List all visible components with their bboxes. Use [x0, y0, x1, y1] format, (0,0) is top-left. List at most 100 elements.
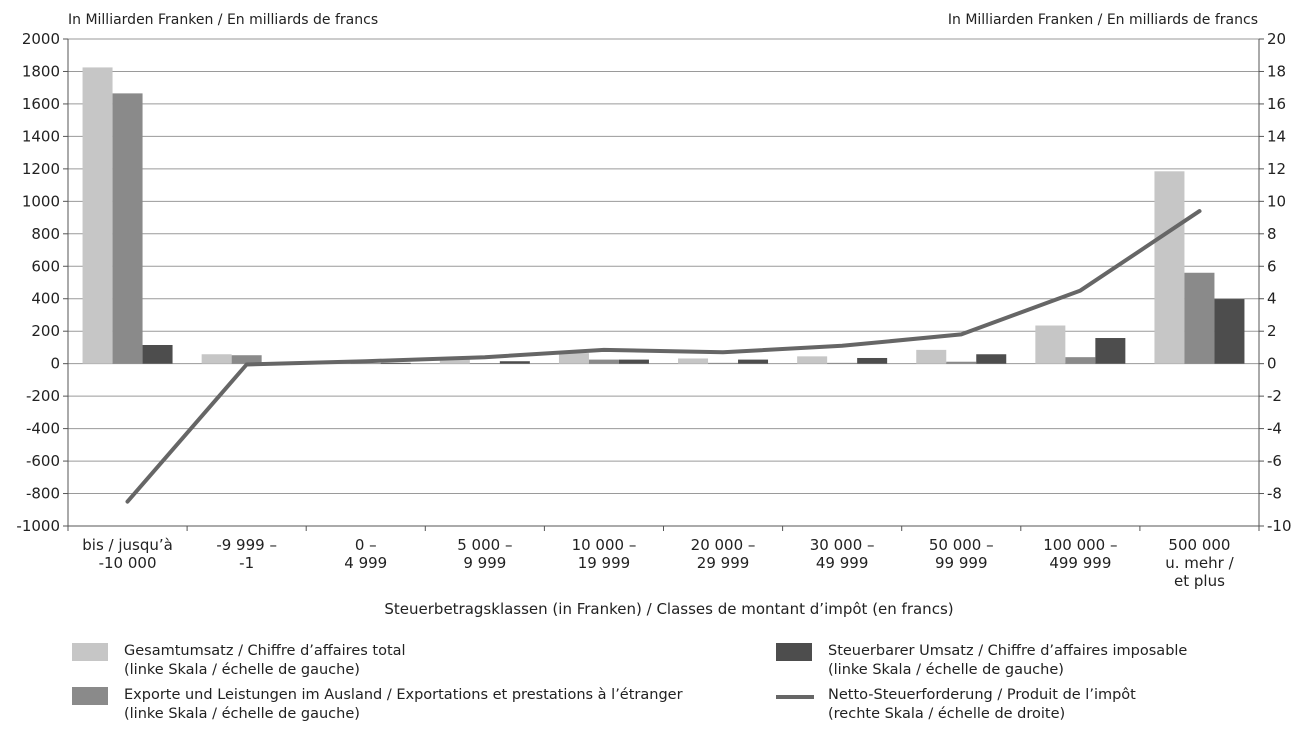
- line-point: [483, 355, 487, 359]
- y-left-tick-label: 0: [50, 355, 60, 373]
- bar: [857, 357, 888, 364]
- axes-group: 2000180016001400120010008006004002000-20…: [16, 30, 1291, 590]
- x-category-label-line: 49 999: [816, 554, 869, 572]
- bar: [1035, 325, 1066, 364]
- bar: [558, 353, 589, 364]
- line-point: [959, 332, 963, 336]
- bar: [1065, 357, 1096, 364]
- bar: [708, 362, 739, 364]
- bar: [231, 355, 262, 364]
- bar: [112, 93, 143, 364]
- y-left-tick-label: -200: [26, 387, 60, 405]
- bar: [1184, 272, 1215, 364]
- legend-label: Gesamtumsatz / Chiffre d’affaires total: [124, 643, 406, 659]
- x-category-label-line: 99 999: [935, 554, 988, 572]
- line-point: [1197, 209, 1201, 213]
- chart-svg: 2000180016001400120010008006004002000-20…: [16, 12, 1291, 618]
- x-category-label-line: 50 000 –: [929, 536, 994, 554]
- x-category-label: -9 999 – -1: [216, 536, 277, 572]
- bar: [201, 354, 232, 364]
- x-category-label-line: et plus: [1174, 572, 1225, 590]
- line-point: [840, 344, 844, 348]
- bar: [827, 362, 858, 364]
- x-category-label: 0 –4 999: [344, 536, 387, 572]
- x-category-label: 5 000 –9 999: [457, 536, 512, 572]
- x-category-label-line: 0 –: [355, 536, 377, 554]
- x-category-label-line: 30 000 –: [810, 536, 875, 554]
- y-left-tick-label: 1600: [22, 95, 60, 113]
- legend-sublabel: (linke Skala / échelle de gauche): [124, 662, 360, 678]
- line-point: [364, 359, 368, 363]
- legend-swatch-exporte: [72, 687, 108, 705]
- legend-sublabel: (linke Skala / échelle de gauche): [124, 706, 360, 722]
- y-right-tick-label: 18: [1267, 62, 1286, 80]
- legend-sublabel: (linke Skala / échelle de gauche): [828, 662, 1064, 678]
- legend-swatch-steuerbarer-umsatz: [776, 643, 812, 661]
- y-right-tick-label: 8: [1267, 225, 1277, 243]
- x-category-label: bis / jusqu’à -10 000: [82, 536, 173, 572]
- x-category-label-line: 100 000 –: [1043, 536, 1117, 554]
- y-left-tick-label: -1000: [16, 517, 60, 535]
- bar: [350, 363, 381, 364]
- bar: [1095, 338, 1126, 364]
- y-left-tick-label: -600: [26, 452, 60, 470]
- x-category-label-line: 29 999: [697, 554, 750, 572]
- y-right-tick-label: 0: [1267, 355, 1277, 373]
- x-category-label: 10 000 –19 999: [572, 536, 637, 572]
- bar: [946, 361, 977, 364]
- y-left-tick-label: 1000: [22, 192, 60, 210]
- x-category-label-line: 4 999: [344, 554, 387, 572]
- y-right-tick-label: 12: [1267, 160, 1286, 178]
- bar: [618, 359, 649, 364]
- bars-group: [82, 67, 1245, 364]
- legend-label: Steuerbarer Umsatz / Chiffre d’affaires …: [828, 643, 1188, 659]
- bar: [738, 359, 769, 364]
- y-left-tick-label: -800: [26, 485, 60, 503]
- left-axis-unit-label: In Milliarden Franken / En milliards de …: [68, 12, 378, 28]
- y-right-tick-label: -2: [1267, 387, 1282, 405]
- y-right-tick-label: 4: [1267, 290, 1277, 308]
- x-category-label-line: -10 000: [99, 554, 157, 572]
- y-right-tick-label: -10: [1267, 517, 1292, 535]
- bar: [439, 358, 470, 364]
- bar: [380, 362, 411, 364]
- y-right-tick-label: 10: [1267, 192, 1286, 210]
- x-category-label: 20 000 –29 999: [691, 536, 756, 572]
- y-left-tick-label: 800: [31, 225, 60, 243]
- right-axis-unit-label: In Milliarden Franken / En milliards de …: [948, 12, 1258, 28]
- bar: [588, 359, 619, 364]
- line-series-group: [125, 209, 1202, 504]
- x-category-label-line: 499 999: [1049, 554, 1111, 572]
- y-right-tick-label: 2: [1267, 322, 1277, 340]
- y-left-tick-label: 2000: [22, 30, 60, 48]
- y-right-tick-label: 6: [1267, 257, 1277, 275]
- x-category-label-line: 500 000: [1168, 536, 1230, 554]
- legend-sublabel: (rechte Skala / échelle de droite): [828, 706, 1066, 722]
- y-right-tick-label: 14: [1267, 127, 1286, 145]
- x-category-label: 500 000 u. mehr / et plus: [1165, 536, 1234, 590]
- y-left-tick-label: 1200: [22, 160, 60, 178]
- line-point: [721, 350, 725, 354]
- line-point: [126, 500, 130, 504]
- bar: [916, 349, 947, 364]
- x-category-label-line: 20 000 –: [691, 536, 756, 554]
- bar: [1214, 299, 1245, 364]
- y-left-tick-label: 200: [31, 322, 60, 340]
- legend-label: Exporte und Leistungen im Ausland / Expo…: [124, 687, 683, 703]
- legend-line-swatch: [776, 695, 814, 699]
- y-left-tick-label: -400: [26, 420, 60, 438]
- x-category-label-line: 9 999: [463, 554, 506, 572]
- x-category-label-line: -9 999 –: [216, 536, 277, 554]
- x-category-label-line: -1: [239, 554, 254, 572]
- legend-swatch-gesamtumsatz: [72, 643, 108, 661]
- bar: [82, 67, 113, 364]
- x-category-label-line: 5 000 –: [457, 536, 512, 554]
- bar: [1154, 171, 1185, 364]
- line-point: [602, 348, 606, 352]
- y-right-tick-label: -8: [1267, 485, 1282, 503]
- bar: [469, 363, 500, 364]
- y-right-tick-label: 16: [1267, 95, 1286, 113]
- legend-label: Netto-Steuerforderung / Produit de l’imp…: [828, 687, 1136, 703]
- bar: [678, 358, 709, 364]
- x-category-label-line: 19 999: [578, 554, 631, 572]
